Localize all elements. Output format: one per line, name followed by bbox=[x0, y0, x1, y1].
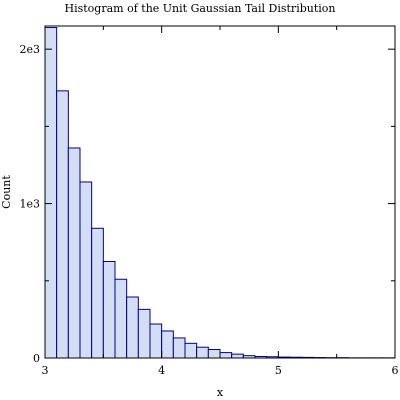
histogram-bar bbox=[102, 260, 116, 359]
y-axis-label: Count bbox=[0, 175, 13, 209]
y-tick-label: 1e3 bbox=[19, 198, 40, 211]
x-tick-label: 4 bbox=[158, 364, 165, 377]
histogram-bar bbox=[172, 337, 186, 359]
histogram-bar bbox=[137, 308, 151, 359]
histogram-bar bbox=[79, 181, 93, 359]
histogram-bar bbox=[91, 227, 104, 359]
bars-group bbox=[44, 27, 396, 359]
histogram-bar bbox=[161, 330, 174, 359]
chart-title: Histogram of the Unit Gaussian Tail Dist… bbox=[65, 2, 336, 15]
y-tick-label: 2e3 bbox=[19, 43, 40, 56]
x-tick-label: 5 bbox=[275, 364, 282, 377]
histogram-bar bbox=[207, 349, 221, 359]
x-axis-label: x bbox=[217, 386, 224, 399]
histogram-bar bbox=[196, 346, 209, 359]
histogram-bar bbox=[56, 90, 69, 359]
histogram-bar bbox=[44, 27, 58, 359]
histogram-bar bbox=[219, 352, 233, 359]
x-tick-label: 3 bbox=[42, 364, 49, 377]
histogram-bar bbox=[126, 296, 139, 359]
histogram-bar bbox=[67, 147, 81, 359]
x-tick-label: 6 bbox=[392, 364, 399, 377]
y-tick-label: 0 bbox=[33, 352, 40, 365]
histogram-bar bbox=[149, 323, 163, 359]
histogram-bar bbox=[231, 353, 244, 359]
plot-frame bbox=[44, 25, 396, 359]
histogram-bar bbox=[114, 278, 128, 359]
histogram-bar bbox=[184, 342, 198, 359]
